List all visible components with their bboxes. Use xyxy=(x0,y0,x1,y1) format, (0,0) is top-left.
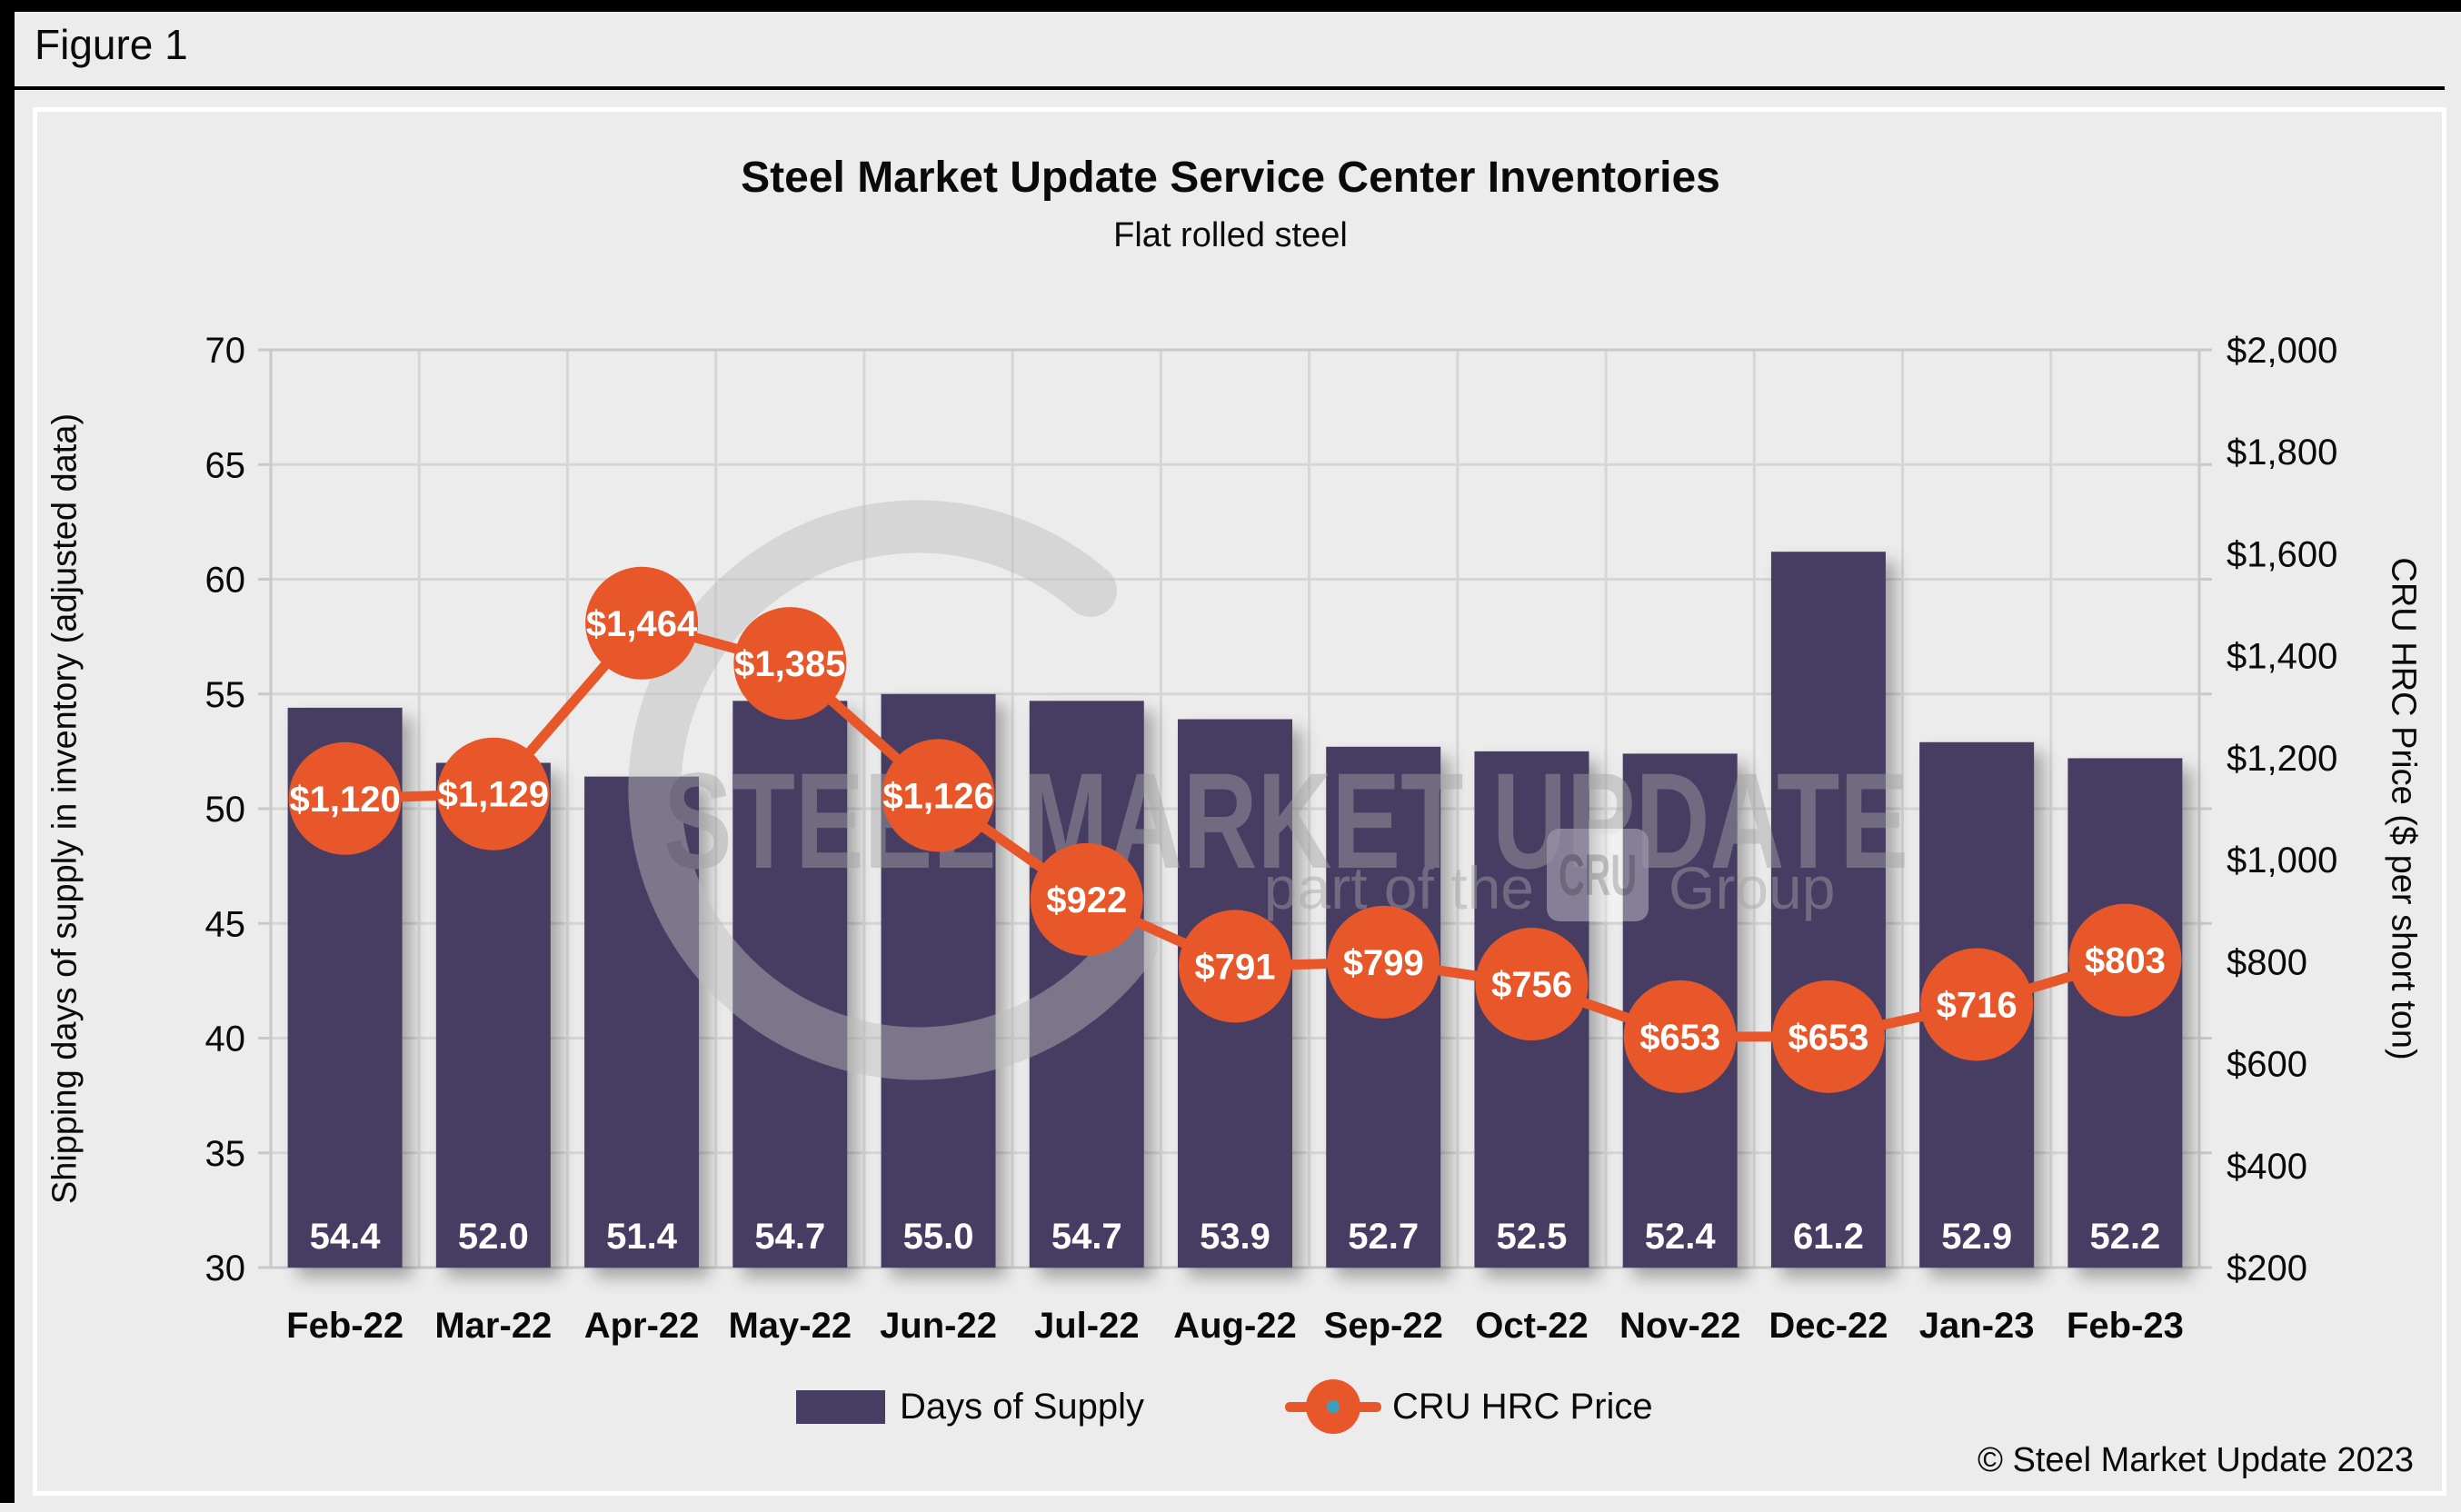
right-axis-tick-label: $1,800 xyxy=(2227,433,2337,472)
chart-subtitle: Flat rolled steel xyxy=(1113,216,1348,254)
price-marker-Feb-22 xyxy=(288,741,402,855)
watermark-cru-box xyxy=(1547,829,1649,921)
x-axis-label: Feb-22 xyxy=(286,1306,404,1346)
left-axis-tick-label: 35 xyxy=(205,1134,246,1174)
page-edge-left xyxy=(0,0,15,1503)
legend-marker-dot-icon xyxy=(1327,1400,1340,1413)
bar-Jul-22 xyxy=(1029,701,1144,1268)
price-bubble-label: $1,126 xyxy=(882,776,993,816)
bar-value-label: 53.9 xyxy=(1200,1217,1270,1257)
price-bubble-label: $1,120 xyxy=(289,780,400,820)
legend-bars-label: Days of Supply xyxy=(900,1387,1145,1427)
price-bubble-label: $716 xyxy=(1937,985,2018,1025)
price-line-layer xyxy=(288,566,2182,1093)
right-axis-tick-label: $200 xyxy=(2227,1248,2307,1288)
price-bubble-label: $756 xyxy=(1491,965,1572,1005)
right-axis-tick-label: $2,000 xyxy=(2227,331,2337,371)
price-bubble-label: $799 xyxy=(1343,943,1424,983)
bar-value-label: 52.9 xyxy=(1941,1217,2012,1257)
price-bubble-label: $1,464 xyxy=(586,604,698,644)
x-axis-label: Aug-22 xyxy=(1173,1306,1297,1346)
bar-value-label: 55.0 xyxy=(903,1217,974,1257)
right-axis-tick-label: $1,600 xyxy=(2227,534,2337,574)
bar-Dec-22 xyxy=(1770,552,1886,1268)
price-bubble-label: $791 xyxy=(1195,947,1276,987)
price-marker-Nov-22 xyxy=(1623,980,1737,1093)
x-axis-label: Jul-22 xyxy=(1034,1306,1140,1346)
price-marker-Jul-22 xyxy=(1030,842,1143,956)
price-marker-Jan-23 xyxy=(1920,948,2034,1061)
left-axis-tick-label: 30 xyxy=(205,1248,246,1288)
price-marker-Jun-22 xyxy=(882,739,995,852)
bar-value-label: 52.4 xyxy=(1645,1217,1717,1257)
legend-bar-swatch xyxy=(796,1390,885,1424)
left-axis-tick-label: 45 xyxy=(205,904,246,944)
bar-May-22 xyxy=(732,701,848,1268)
left-axis-tick-label: 70 xyxy=(205,331,246,371)
watermark-text-cru: CRU xyxy=(1559,842,1637,908)
watermark-text-group: Group xyxy=(1669,854,1835,921)
bar-value-label: 54.7 xyxy=(1051,1217,1122,1257)
x-axis-label: Apr-22 xyxy=(584,1306,700,1346)
price-marker-Mar-22 xyxy=(436,737,550,850)
right-axis-tick-label: $1,400 xyxy=(2227,637,2337,677)
header-rule xyxy=(15,86,2445,90)
bars-layer xyxy=(287,552,2183,1268)
bar-value-label: 51.4 xyxy=(606,1217,678,1257)
price-bubble-label: $803 xyxy=(2085,941,2166,981)
price-marker-May-22 xyxy=(733,607,847,721)
price-marker-Feb-23 xyxy=(2068,903,2182,1017)
right-axis-tick-label: $800 xyxy=(2227,942,2307,982)
price-marker-Apr-22 xyxy=(585,566,699,680)
price-bubble-label: $653 xyxy=(1639,1018,1720,1058)
x-axis-label: May-22 xyxy=(728,1306,852,1346)
right-axis-tick-label: $400 xyxy=(2227,1147,2307,1187)
x-axis-label: Mar-22 xyxy=(434,1306,552,1346)
watermark-swoosh-icon xyxy=(628,500,1158,1080)
page-edge-top xyxy=(0,0,2461,12)
bar-value-label: 54.7 xyxy=(754,1217,825,1257)
x-axis-label: Nov-22 xyxy=(1619,1306,1740,1346)
price-marker-Dec-22 xyxy=(1771,980,1885,1093)
bar-Apr-22 xyxy=(584,776,700,1268)
x-axis-label: Dec-22 xyxy=(1769,1306,1888,1346)
left-axis-tick-label: 55 xyxy=(205,675,246,715)
bar-value-label: 54.4 xyxy=(310,1217,382,1257)
left-axis-tick-label: 50 xyxy=(205,790,246,830)
bar-value-label: 52.5 xyxy=(1497,1217,1568,1257)
price-bubble-label: $1,129 xyxy=(438,775,549,815)
x-axis-label: Jun-22 xyxy=(880,1306,997,1346)
right-axis-tick-label: $1,000 xyxy=(2227,841,2337,880)
x-axis-label: Jan-23 xyxy=(1919,1306,2035,1346)
right-axis-tick-label: $1,200 xyxy=(2227,739,2337,779)
price-marker-Oct-22 xyxy=(1475,928,1589,1041)
watermark: STEEL MARKET UPDATE part of the CRU Grou… xyxy=(628,500,1908,1080)
bar-value-label: 52.7 xyxy=(1348,1217,1419,1257)
legend-line-label: CRU HRC Price xyxy=(1392,1387,1653,1427)
x-axis-label: Oct-22 xyxy=(1475,1306,1589,1346)
bar-value-label: 52.2 xyxy=(2089,1217,2160,1257)
left-axis-tick-label: 65 xyxy=(205,445,246,485)
watermark-text-main: STEEL MARKET UPDATE xyxy=(663,744,1908,897)
price-marker-Sep-22 xyxy=(1327,905,1440,1019)
price-marker-Aug-22 xyxy=(1179,910,1291,1023)
left-axis-tick-label: 60 xyxy=(205,561,246,601)
copyright: © Steel Market Update 2023 xyxy=(1977,1441,2414,1479)
bar-value-label: 61.2 xyxy=(1793,1217,1864,1257)
price-bubble-label: $922 xyxy=(1046,880,1127,920)
price-bubble-label: $1,385 xyxy=(734,644,845,684)
price-bubble-label: $653 xyxy=(1788,1018,1868,1058)
bar-value-label: 52.0 xyxy=(458,1217,529,1257)
x-axis-label: Sep-22 xyxy=(1324,1306,1443,1346)
right-axis-tick-label: $600 xyxy=(2227,1045,2307,1085)
figure-label: Figure 1 xyxy=(35,21,188,68)
x-axis-label: Feb-23 xyxy=(2067,1306,2184,1346)
labels-layer: 30 35 40 45 50 55 60 65 70 $200 $400 $600 $800 $1,000… xyxy=(205,331,2338,1346)
chart-title: Steel Market Update Service Center Inven… xyxy=(741,154,1720,202)
left-axis-tick-label: 40 xyxy=(205,1020,246,1059)
